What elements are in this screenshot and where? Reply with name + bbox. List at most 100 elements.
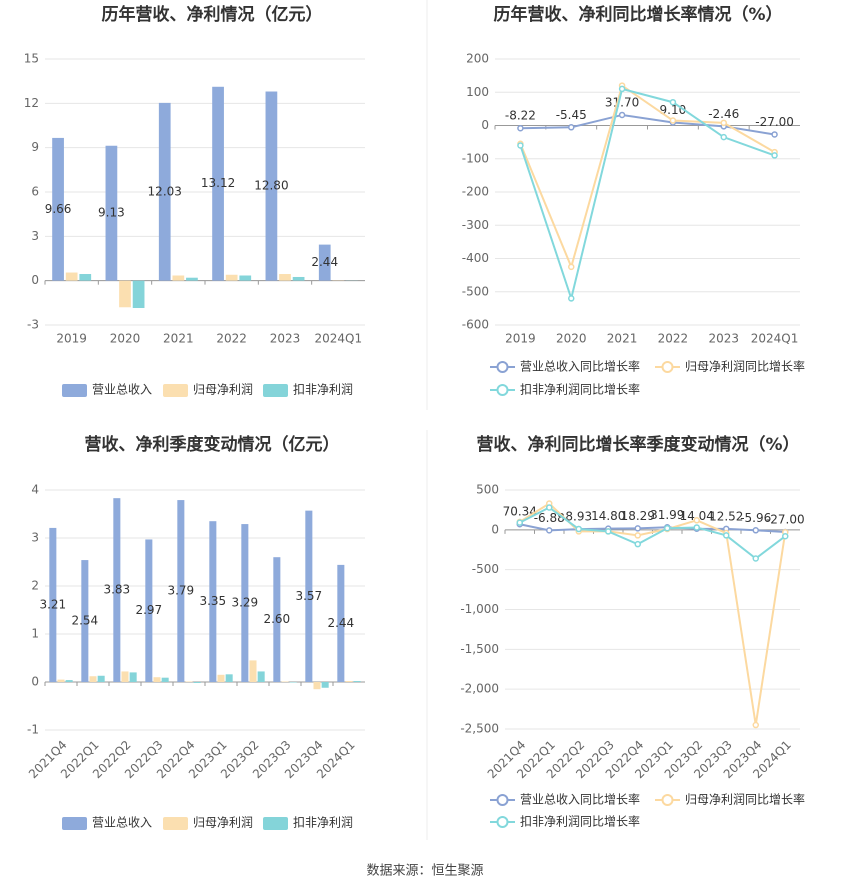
point	[568, 124, 575, 131]
y-tick-label: -500	[462, 284, 489, 298]
y-tick-label: -600	[462, 318, 489, 332]
bar	[241, 524, 249, 682]
y-tick-label: -1,000	[460, 602, 499, 616]
value-label: 3.29	[231, 596, 258, 610]
legend-swatch	[496, 816, 509, 828]
y-tick-label: 3	[31, 531, 39, 545]
x-tick-label: 2022	[658, 332, 689, 346]
bar	[212, 86, 224, 281]
bar	[273, 557, 281, 682]
legend-label: 营业总收入	[92, 816, 152, 830]
chart-title: 营收、净利同比增长率季度变动情况（%）	[476, 434, 799, 455]
legend-label: 扣非净利润	[293, 816, 353, 830]
y-tick-label: 9	[31, 140, 39, 154]
y-tick-label: 200	[466, 52, 489, 66]
x-tick-label: 2021	[163, 332, 194, 346]
legend-label: 营业总收入同比增长率	[520, 792, 640, 807]
bar	[337, 564, 345, 682]
x-tick-label: 2020	[556, 332, 587, 346]
point	[634, 540, 641, 548]
bar	[145, 539, 153, 682]
value-label: 3.79	[167, 584, 194, 598]
legend-swatch	[163, 817, 188, 830]
bar	[313, 682, 321, 690]
x-tick-label: 2024Q1	[751, 332, 799, 346]
point	[546, 504, 553, 511]
point	[752, 527, 759, 534]
value-label: 8.93	[565, 510, 592, 524]
point	[618, 85, 626, 93]
value-label: 9.66	[45, 202, 72, 216]
value-label: 2.44	[311, 255, 338, 269]
bar	[345, 681, 353, 682]
x-tick-label: 2024Q1	[315, 332, 363, 346]
point	[669, 117, 677, 124]
line	[519, 523, 786, 533]
legend-swatch	[263, 817, 288, 830]
bar	[209, 521, 217, 682]
bar	[225, 274, 238, 281]
value-label: 2.60	[263, 612, 290, 626]
y-tick-label: 0	[481, 118, 489, 132]
point	[568, 295, 575, 302]
x-tick-label: 2023	[270, 332, 301, 346]
value-label: 2.97	[135, 603, 162, 617]
bar	[52, 137, 64, 281]
value-label: 2.44	[327, 616, 354, 630]
y-tick-label: -100	[462, 151, 489, 165]
bar	[57, 679, 65, 682]
legend-swatch	[496, 384, 509, 396]
line	[519, 87, 775, 303]
bar	[65, 272, 78, 281]
legend-label: 归母净利润同比增长率	[685, 359, 805, 374]
legend-label: 归母净利润同比增长率	[685, 792, 805, 807]
bar	[318, 244, 331, 281]
legend-swatch	[62, 817, 87, 830]
value-label: 9.13	[98, 206, 125, 220]
point	[517, 142, 524, 149]
bar	[158, 102, 171, 281]
legend-label: 扣非净利润同比增长率	[520, 382, 640, 397]
value-label: 3.35	[199, 594, 226, 608]
point	[618, 111, 626, 119]
bar	[321, 682, 329, 688]
y-tick-label: 3	[31, 229, 39, 243]
y-tick-label: -2,500	[460, 722, 499, 736]
legend-swatch	[263, 384, 288, 397]
value-label: -5.96	[740, 511, 771, 525]
value-label: 18.29	[621, 509, 655, 523]
value-label: 31.70	[605, 95, 639, 109]
chart-title: 历年营收、净利同比增长率情况（%）	[493, 4, 782, 25]
bar	[249, 660, 257, 682]
value-label: 2.54	[71, 614, 98, 628]
legend-swatch	[496, 794, 509, 806]
x-tick-label: 2021	[607, 332, 638, 346]
point	[771, 131, 778, 138]
value-label: -27.00	[755, 115, 794, 129]
y-tick-label: 0	[491, 522, 499, 536]
chart-title: 历年营收、净利情况（亿元）	[102, 4, 323, 25]
value-label: -2.46	[708, 107, 739, 121]
bar	[217, 674, 225, 682]
value-label: -5.45	[556, 108, 587, 122]
legend-swatch	[163, 384, 188, 397]
y-tick-label: 15	[24, 52, 39, 66]
bar	[119, 280, 131, 308]
bar	[113, 498, 121, 682]
y-tick-label: 1	[31, 627, 39, 641]
bar	[97, 675, 105, 682]
y-tick-label: 100	[466, 85, 489, 99]
chart-title: 营收、净利季度变动情况（亿元）	[85, 434, 340, 455]
y-tick-label: -400	[462, 251, 489, 265]
point	[517, 124, 524, 132]
value-label: 31.99	[650, 508, 684, 522]
bar	[79, 274, 92, 281]
legend-swatch	[62, 384, 87, 397]
y-tick-label: -2,000	[460, 682, 499, 696]
source: 数据来源：恒生聚源	[366, 864, 483, 879]
value-label: 13.12	[201, 176, 235, 190]
legend-label: 营业总收入同比增长率	[520, 359, 640, 374]
point	[720, 119, 727, 127]
legend-label: 归母净利润	[193, 383, 253, 397]
y-tick-label: -500	[472, 562, 499, 576]
